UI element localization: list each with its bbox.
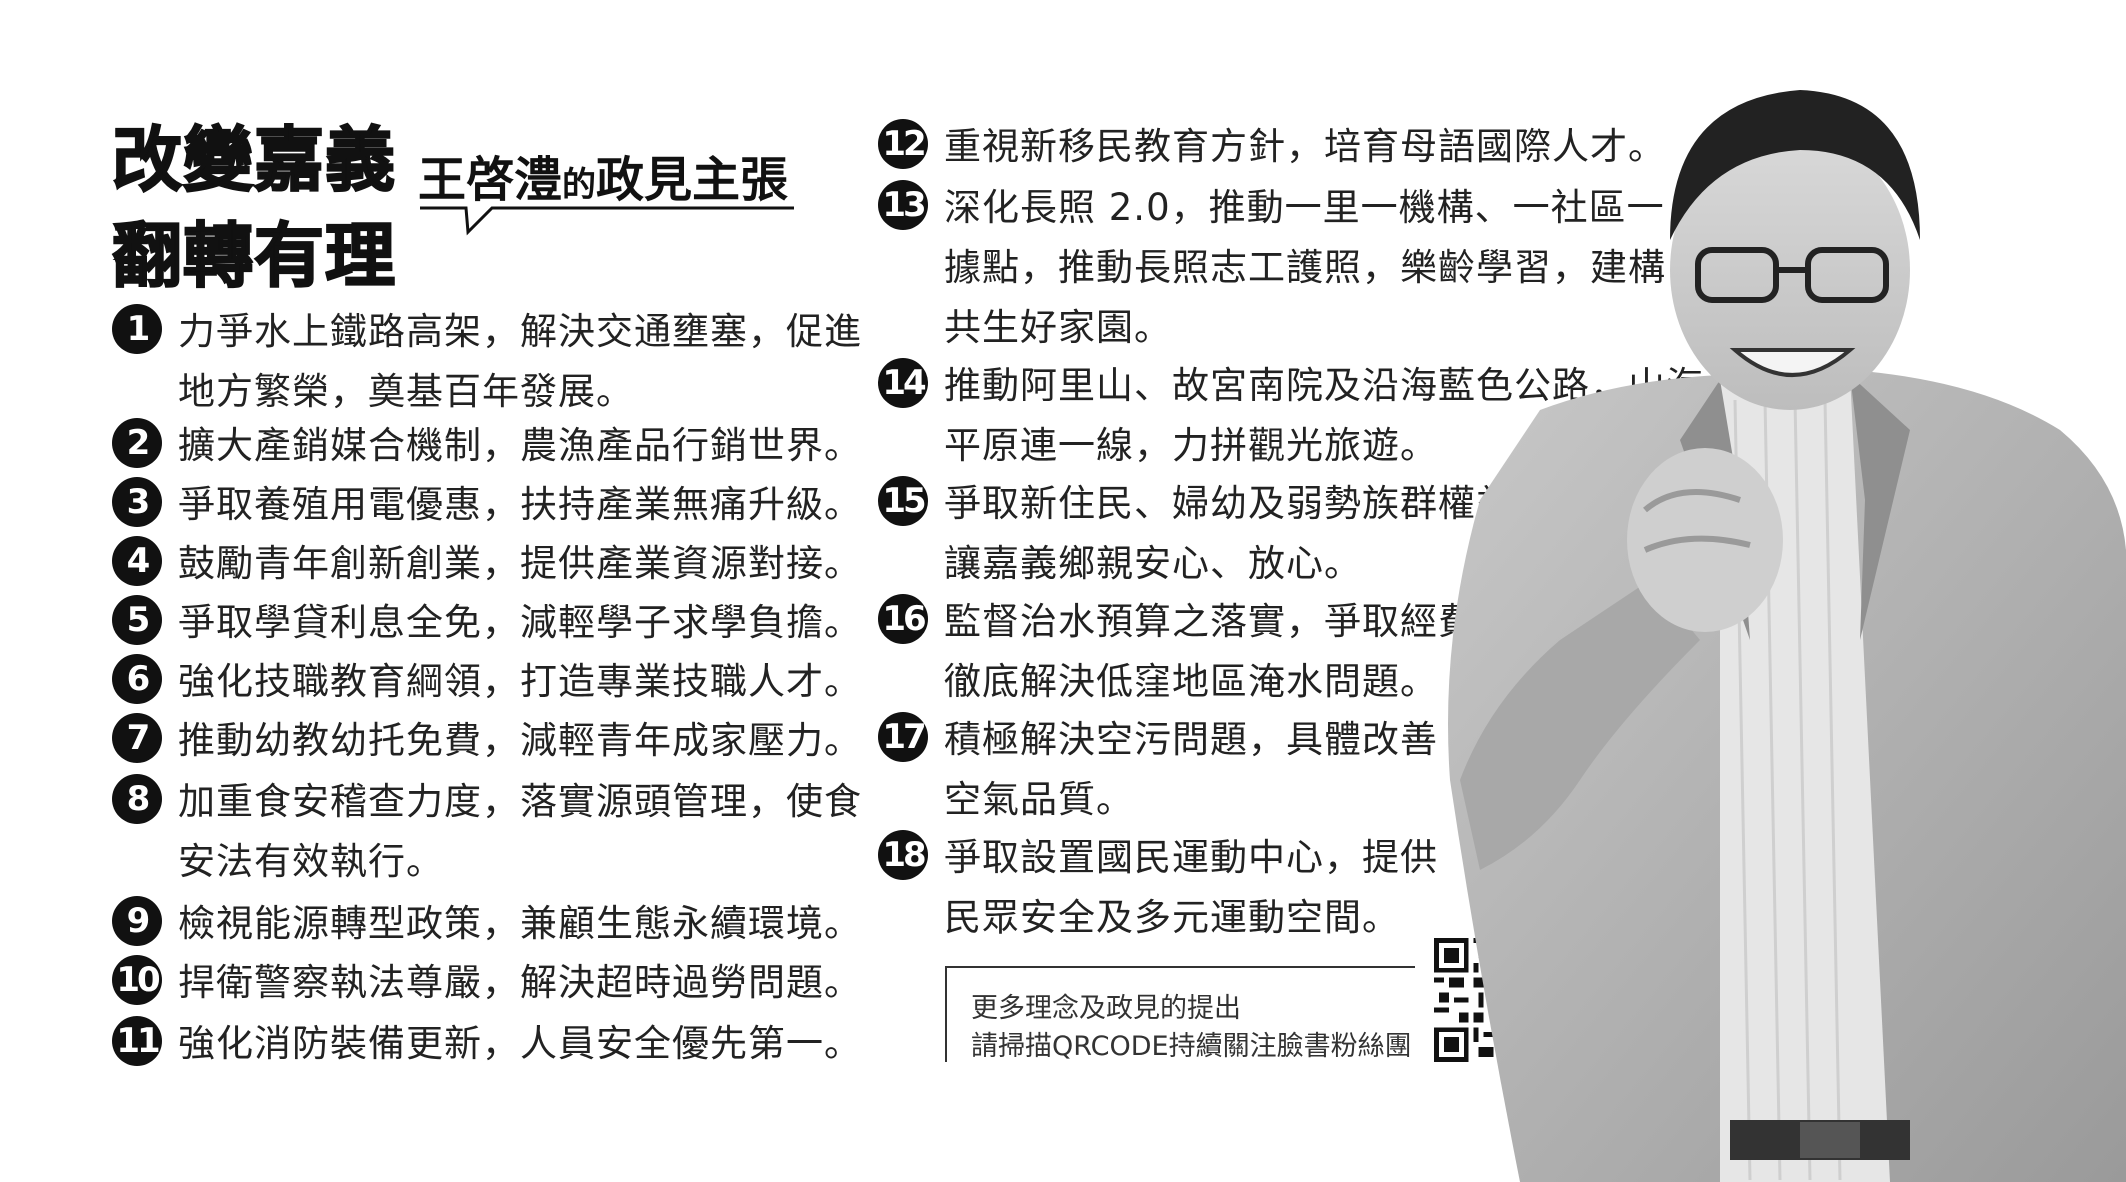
policy-item-2: 2 擴大產銷媒合機制，農漁產品行銷世界。	[112, 416, 862, 476]
qr-note-line-2: 請掃描QRCODE持續關注臉書粉絲團	[971, 1031, 1412, 1062]
policy-item-7: 7 推動幼教幼托免費，減輕青年成家壓力。	[112, 711, 862, 771]
policy-item-4: 4 鼓勵青年創新創業，提供產業資源對接。	[112, 534, 862, 594]
policy-item-6: 6 強化技職教育綱領，打造專業技職人才。	[112, 652, 862, 712]
policy-number-badge: 8	[112, 774, 162, 824]
policy-text: 爭取設置國民運動中心，提供 民眾安全及多元運動空間。	[944, 836, 1438, 939]
subtitle-connector: 的	[562, 165, 597, 205]
speech-bubble-line	[420, 206, 794, 236]
policy-number-badge: 2	[112, 418, 162, 468]
policy-text: 爭取養殖用電優惠，扶持產業無痛升級。	[178, 483, 862, 526]
policy-text: 積極解決空污問題，具體改善 空氣品質。	[944, 718, 1438, 821]
policy-number-badge: 17	[878, 712, 928, 762]
qr-note-line-1: 更多理念及政見的提出	[971, 993, 1241, 1024]
policy-text: 力爭水上鐵路高架，解決交通壅塞，促進 地方繁榮，奠基百年發展。	[178, 310, 862, 413]
policy-text: 捍衛警察執法尊嚴，解決超時過勞問題。	[178, 961, 862, 1004]
policy-item-17: 17 積極解決空污問題，具體改善 空氣品質。	[878, 710, 1438, 830]
policy-number-badge: 10	[112, 955, 162, 1005]
policy-item-8: 8 加重食安稽查力度，落實源頭管理，使食 安法有效執行。	[112, 772, 862, 892]
policy-text: 監督治水預算之落實，爭取經費 徹底解決低窪地區淹水問題。	[944, 600, 1476, 703]
candidate-name: 王啓澧	[418, 152, 563, 208]
subtitle-tail: 政見主張	[596, 152, 789, 208]
policy-number-badge: 4	[112, 536, 162, 586]
subtitle: 王啓澧的政見主張	[418, 140, 788, 210]
policy-number-badge: 9	[112, 896, 162, 946]
policy-number-badge: 13	[878, 180, 928, 230]
candidate-photo	[1448, 90, 2126, 1182]
policy-text: 檢視能源轉型政策，兼顧生態永續環境。	[178, 902, 862, 945]
policy-number-badge: 5	[112, 595, 162, 645]
policy-number-badge: 1	[112, 304, 162, 354]
policy-item-15: 15 爭取新住民、婦幼及弱勢族群權益， 讓嘉義鄉親安心、放心。	[878, 474, 1552, 594]
policy-text: 鼓勵青年創新創業，提供產業資源對接。	[178, 542, 862, 585]
policy-text: 爭取學貸利息全免，減輕學子求學負擔。	[178, 601, 862, 644]
policy-item-1: 1 力爭水上鐵路高架，解決交通壅塞，促進 地方繁榮，奠基百年發展。	[112, 302, 862, 422]
policy-text: 重視新移民教育方針，培育母語國際人才。	[944, 125, 1666, 168]
policy-item-12: 12 重視新移民教育方針，培育母語國際人才。	[878, 117, 1666, 177]
policy-number-badge: 7	[112, 713, 162, 763]
policy-number-badge: 18	[878, 830, 928, 880]
policy-number-badge: 3	[112, 477, 162, 527]
policy-item-5: 5 爭取學貸利息全免，減輕學子求學負擔。	[112, 593, 862, 653]
policy-item-3: 3 爭取養殖用電優惠，扶持產業無痛升級。	[112, 475, 862, 535]
policy-text: 爭取新住民、婦幼及弱勢族群權益， 讓嘉義鄉親安心、放心。	[944, 482, 1552, 585]
slogan: 改變嘉義 翻轉有理	[111, 112, 396, 304]
qr-note: 更多理念及政見的提出 請掃描QRCODE持續關注臉書粉絲團	[945, 966, 1415, 1062]
policy-number-badge: 16	[878, 594, 928, 644]
policy-text: 推動幼教幼托免費，減輕青年成家壓力。	[178, 719, 862, 762]
policy-number-badge: 11	[112, 1016, 162, 1066]
policy-text: 強化技職教育綱領，打造專業技職人才。	[178, 660, 862, 703]
policy-number-badge: 15	[878, 476, 928, 526]
policy-text: 強化消防裝備更新，人員安全優先第一。	[178, 1022, 862, 1065]
policy-item-11: 11 強化消防裝備更新，人員安全優先第一。	[112, 1014, 862, 1074]
policy-item-18: 18 爭取設置國民運動中心，提供 民眾安全及多元運動空間。	[878, 828, 1438, 948]
policy-item-10: 10 捍衛警察執法尊嚴，解決超時過勞問題。	[112, 953, 862, 1013]
policy-item-16: 16 監督治水預算之落實，爭取經費 徹底解決低窪地區淹水問題。	[878, 592, 1476, 712]
policy-item-13: 13 深化長照 2.0，推動一里一機構、一社區一 據點，推動長照志工護照，樂齡學習…	[878, 178, 1666, 358]
slogan-line-2: 翻轉有理	[111, 214, 396, 298]
policy-text: 加重食安稽查力度，落實源頭管理，使食 安法有效執行。	[178, 780, 862, 883]
slogan-line-1: 改變嘉義	[111, 118, 396, 202]
policy-text: 擴大產銷媒合機制，農漁產品行銷世界。	[178, 424, 862, 467]
policy-number-badge: 12	[878, 119, 928, 169]
policy-number-badge: 14	[878, 358, 928, 408]
policy-text: 深化長照 2.0，推動一里一機構、一社區一 據點，推動長照志工護照，樂齡學習，建…	[944, 186, 1666, 349]
policy-item-9: 9 檢視能源轉型政策，兼顧生態永續環境。	[112, 894, 862, 954]
policy-number-badge: 6	[112, 654, 162, 704]
